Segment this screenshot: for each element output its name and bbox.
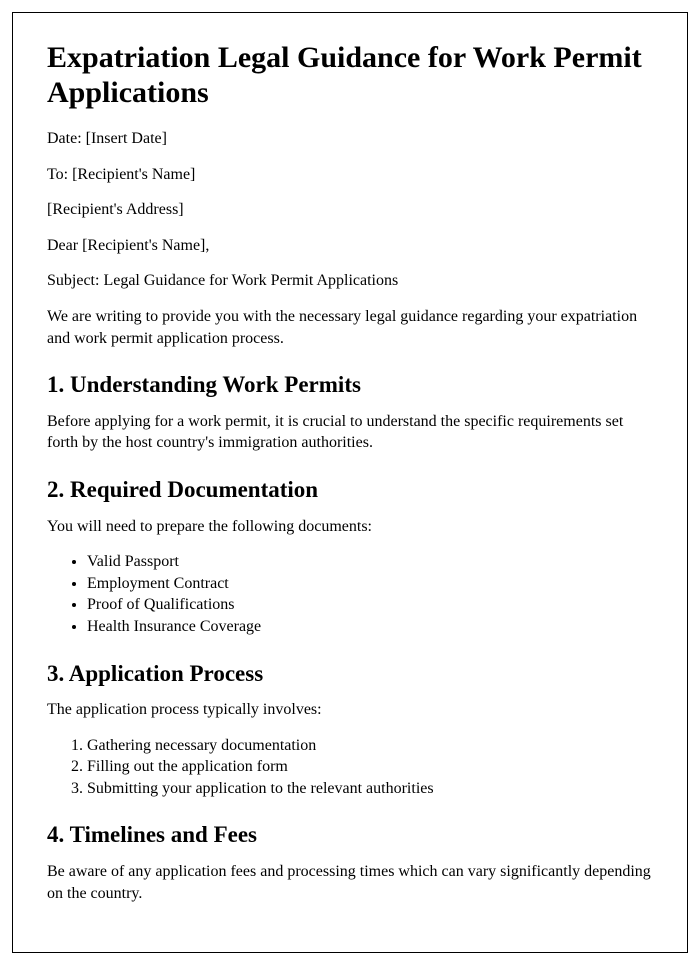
list-item: Employment Contract <box>87 573 653 595</box>
section-3-lead: The application process typically involv… <box>47 699 653 721</box>
list-item: Proof of Qualifications <box>87 594 653 616</box>
document-title: Expatriation Legal Guidance for Work Per… <box>47 41 653 110</box>
subject-line: Subject: Legal Guidance for Work Permit … <box>47 270 653 292</box>
list-item: Valid Passport <box>87 551 653 573</box>
section-1-body: Before applying for a work permit, it is… <box>47 411 653 454</box>
intro-paragraph: We are writing to provide you with the n… <box>47 306 653 349</box>
header-date: Date: [Insert Date] <box>47 128 653 150</box>
section-4-heading: 4. Timelines and Fees <box>47 821 653 849</box>
list-item: Submitting your application to the relev… <box>87 778 653 800</box>
document-sheet: Expatriation Legal Guidance for Work Per… <box>12 12 688 953</box>
header-address: [Recipient's Address] <box>47 199 653 221</box>
application-steps-list: Gathering necessary documentation Fillin… <box>47 735 653 800</box>
section-2-lead: You will need to prepare the following d… <box>47 516 653 538</box>
page: Expatriation Legal Guidance for Work Per… <box>0 12 700 953</box>
section-3-heading: 3. Application Process <box>47 660 653 688</box>
salutation: Dear [Recipient's Name], <box>47 235 653 257</box>
section-1-heading: 1. Understanding Work Permits <box>47 371 653 399</box>
required-documents-list: Valid Passport Employment Contract Proof… <box>47 551 653 637</box>
list-item: Filling out the application form <box>87 756 653 778</box>
section-4-body: Be aware of any application fees and pro… <box>47 861 653 904</box>
list-item: Health Insurance Coverage <box>87 616 653 638</box>
header-to: To: [Recipient's Name] <box>47 164 653 186</box>
list-item: Gathering necessary documentation <box>87 735 653 757</box>
section-2-heading: 2. Required Documentation <box>47 476 653 504</box>
